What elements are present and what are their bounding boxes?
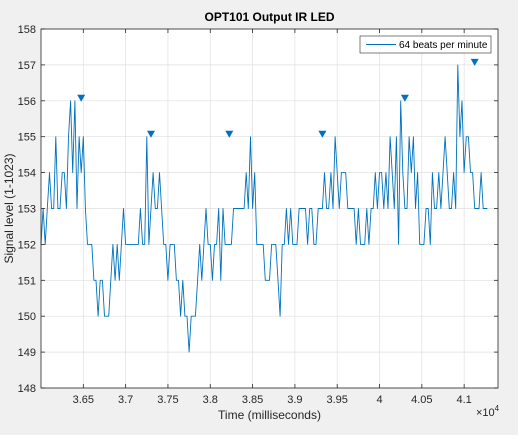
x-axis-label: Time (milliseconds) <box>218 408 321 422</box>
x-tick-label: 4.1 <box>456 394 471 406</box>
y-tick-label: 158 <box>18 24 36 36</box>
x-axis-exponent-power: 4 <box>495 404 500 413</box>
x-tick-label: 3.9 <box>287 394 302 406</box>
x-axis-exponent-base: ×10 <box>476 407 495 419</box>
y-tick-label: 152 <box>18 239 36 251</box>
peak-marker <box>318 130 327 138</box>
x-tick-label: 3.8 <box>203 394 218 406</box>
y-tick-label: 154 <box>18 168 36 180</box>
peak-marker <box>400 94 409 102</box>
y-tick-label: 155 <box>18 132 36 144</box>
y-tick-label: 148 <box>18 383 36 395</box>
y-axis-label: Signal level (1-1023) <box>2 153 16 263</box>
x-tick-label: 3.75 <box>157 394 178 406</box>
x-tick-label: 4.05 <box>411 394 432 406</box>
y-tick-label: 156 <box>18 96 36 108</box>
peak-marker <box>77 94 86 102</box>
peak-marker <box>147 130 155 138</box>
peak-marker <box>225 130 234 138</box>
legend-entry: 64 beats per minute <box>399 40 488 51</box>
y-tick-label: 157 <box>18 60 36 72</box>
chart-title: OPT101 Output IR LED <box>204 10 334 24</box>
y-tick-label: 150 <box>18 311 36 323</box>
x-tick-label: 3.65 <box>73 394 94 406</box>
x-axis-exponent: ×104 <box>476 404 500 419</box>
x-tick-label: 3.7 <box>118 394 133 406</box>
peak-marker <box>470 58 479 66</box>
legend: 64 beats per minute <box>359 35 492 54</box>
y-tick-label: 149 <box>18 347 36 359</box>
y-tick-label: 153 <box>18 204 36 216</box>
y-tick-label: 151 <box>18 275 36 287</box>
x-tick-label: 3.85 <box>242 394 263 406</box>
x-tick-label: 4 <box>376 394 382 406</box>
signal-line <box>40 64 488 353</box>
data-series <box>40 58 488 353</box>
legend-box <box>359 35 492 54</box>
x-tick-label: 3.95 <box>326 394 347 406</box>
axis-ticks: 3.65 3.7 3.75 3.8 3.85 3.9 3.95 4 4.05 4.1 148 149 1… <box>18 24 498 406</box>
